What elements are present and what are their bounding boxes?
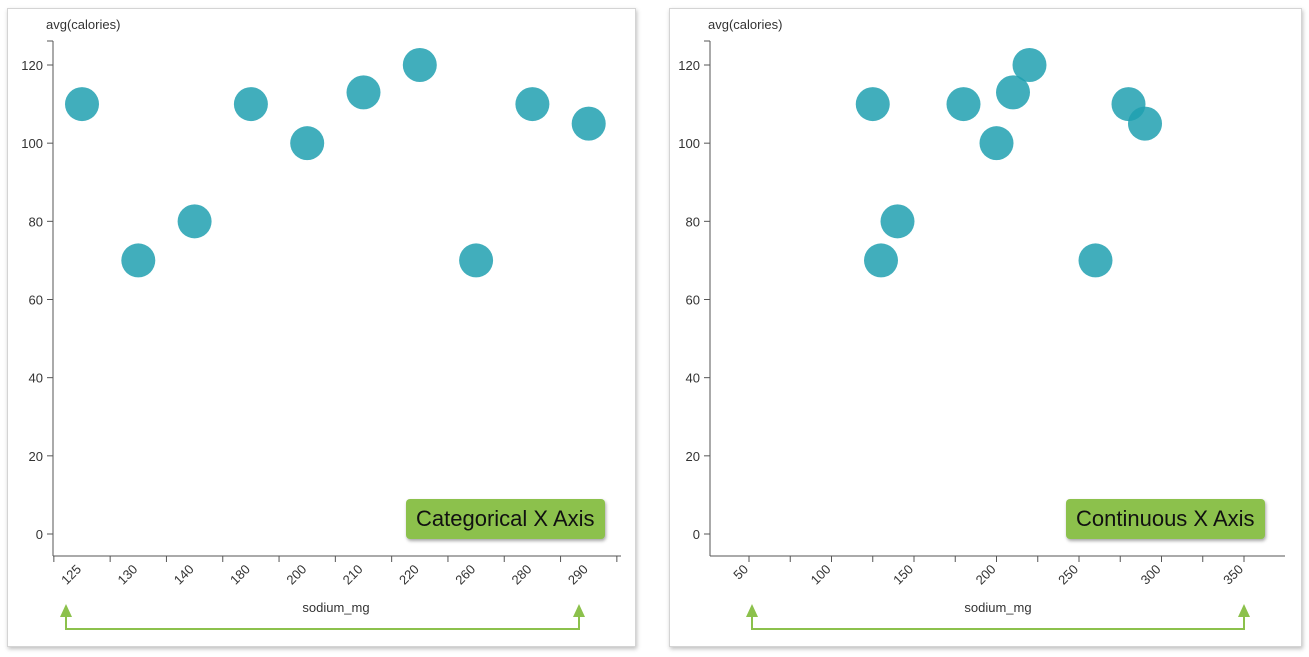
data-point bbox=[65, 87, 99, 122]
chart-panel-continuous: 0 20 40 60 80 100 120 avg(calories) 50 100 150 200 2… bbox=[669, 8, 1302, 647]
x-tick-label: 130 bbox=[114, 562, 140, 588]
data-point bbox=[459, 243, 494, 278]
y-tick-label: 80 bbox=[29, 214, 43, 229]
data-point bbox=[1012, 48, 1047, 82]
data-point bbox=[346, 75, 381, 110]
x-tick-label: 200 bbox=[283, 562, 309, 588]
x-tick-label: 100 bbox=[808, 562, 834, 588]
data-point bbox=[880, 204, 915, 239]
data-point bbox=[402, 48, 437, 82]
data-point bbox=[855, 87, 890, 122]
data-point bbox=[121, 243, 156, 278]
y-tick-label: 120 bbox=[678, 58, 700, 73]
y-tick-label: 80 bbox=[686, 214, 700, 229]
x-tick-label: 210 bbox=[340, 562, 366, 588]
data-point bbox=[996, 75, 1030, 110]
x-tick-label: 220 bbox=[396, 562, 422, 588]
arrow-head-left bbox=[746, 604, 758, 617]
data-point bbox=[979, 126, 1014, 161]
x-tick-label: 260 bbox=[452, 562, 478, 588]
data-point bbox=[177, 204, 212, 239]
x-tick-label: 280 bbox=[509, 562, 535, 588]
data-point bbox=[515, 87, 550, 122]
y-tick-label: 20 bbox=[686, 449, 700, 464]
x-tick-label: 350 bbox=[1220, 562, 1246, 588]
arrow-head-right bbox=[1238, 604, 1250, 617]
data-point bbox=[946, 87, 981, 122]
y-axis-label: avg(calories) bbox=[46, 17, 120, 32]
x-tick-label: 200 bbox=[973, 562, 999, 588]
x-tick-label: 290 bbox=[565, 562, 591, 588]
arrow-head-right bbox=[573, 604, 585, 617]
x-tick-label: 140 bbox=[171, 562, 197, 588]
y-tick-label: 60 bbox=[686, 293, 700, 308]
x-tick-label: 125 bbox=[58, 562, 84, 588]
x-tick-label: 250 bbox=[1055, 562, 1081, 588]
range-bracket bbox=[65, 615, 580, 630]
x-tick-label: 150 bbox=[890, 562, 916, 588]
y-tick-label: 0 bbox=[693, 527, 700, 542]
data-point bbox=[864, 243, 898, 278]
continuous-axis-badge: Continuous X Axis bbox=[1066, 499, 1265, 539]
scatter-chart-continuous: 0 20 40 60 80 100 120 avg(calories) 50 100 150 200 2… bbox=[678, 17, 1285, 630]
range-bracket bbox=[751, 615, 1245, 630]
y-tick-label: 120 bbox=[21, 58, 43, 73]
y-tick-label: 20 bbox=[29, 449, 43, 464]
x-tick-label: 50 bbox=[730, 562, 751, 583]
y-tick-label: 40 bbox=[686, 371, 700, 386]
data-point bbox=[290, 126, 325, 161]
y-tick-label: 40 bbox=[29, 371, 43, 386]
y-tick-label: 0 bbox=[36, 527, 43, 542]
x-tick-label: 300 bbox=[1138, 562, 1164, 588]
data-point bbox=[571, 106, 606, 141]
data-point bbox=[1128, 106, 1162, 141]
chart-panel-categorical: 0 20 40 60 80 100 120 avg(calories) 125 130 140 180… bbox=[7, 8, 636, 647]
x-axis-label: sodium_mg bbox=[964, 600, 1031, 615]
y-tick-label: 100 bbox=[21, 136, 43, 151]
scatter-chart-categorical: 0 20 40 60 80 100 120 avg(calories) 125 130 140 180… bbox=[21, 17, 621, 630]
x-axis-label: sodium_mg bbox=[302, 600, 369, 615]
categorical-axis-badge: Categorical X Axis bbox=[406, 499, 605, 539]
y-tick-label: 60 bbox=[29, 293, 43, 308]
y-tick-label: 100 bbox=[678, 136, 700, 151]
y-axis-label: avg(calories) bbox=[708, 17, 782, 32]
x-tick-label: 180 bbox=[227, 562, 253, 588]
arrow-head-left bbox=[60, 604, 72, 617]
data-point bbox=[233, 87, 268, 122]
data-point bbox=[1078, 243, 1113, 278]
